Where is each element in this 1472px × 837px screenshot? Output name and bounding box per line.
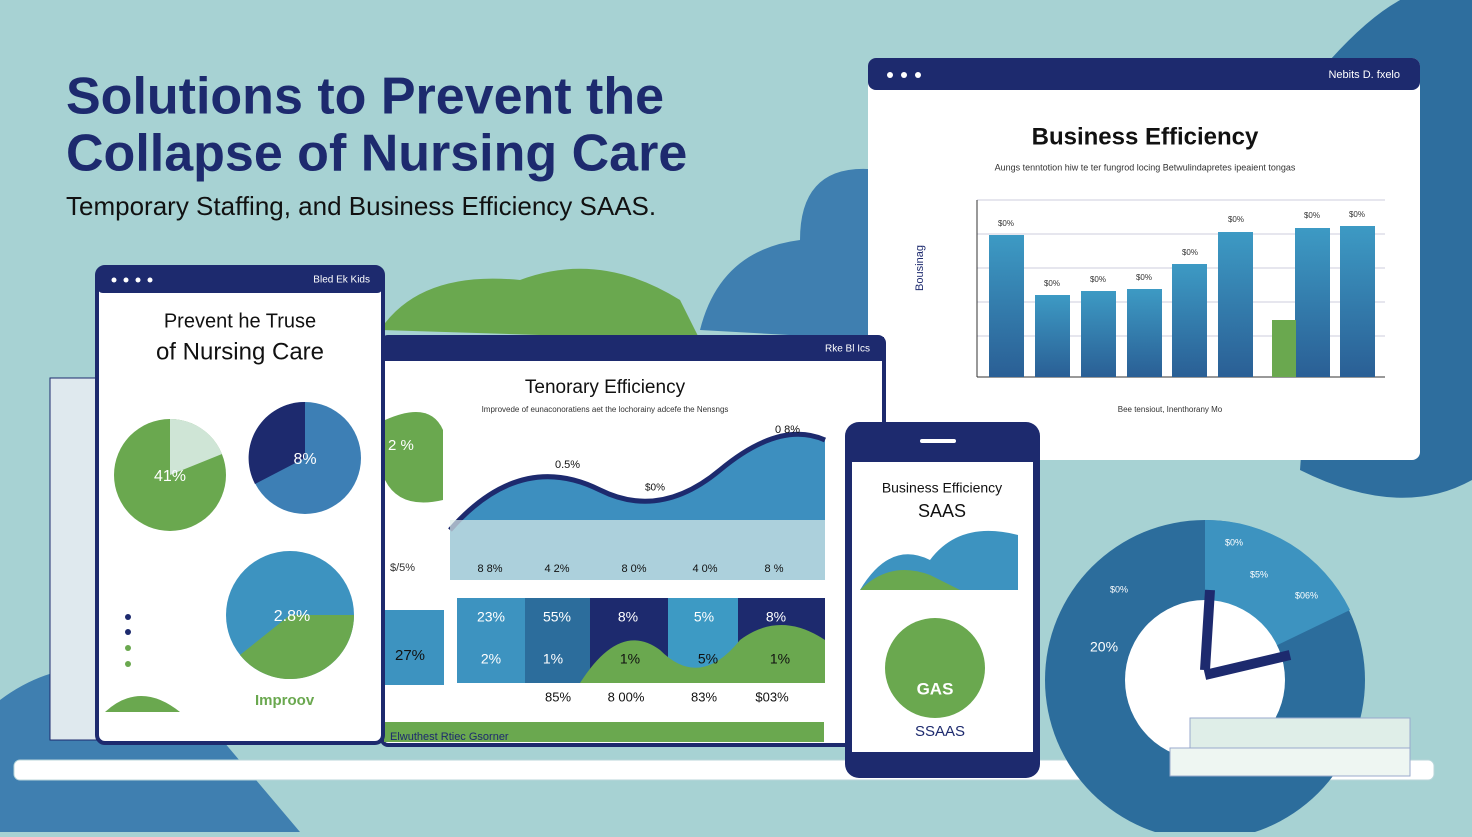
badge	[885, 618, 985, 718]
bar-label: $0%	[1090, 275, 1106, 284]
window-dot	[111, 277, 117, 283]
hill	[860, 570, 960, 590]
chart-subtitle: Aungs tenntotion hiw te ter fungrod loci…	[995, 162, 1296, 172]
footer-strip	[384, 722, 824, 742]
tile-label: 1%	[620, 651, 640, 667]
title-line: Solutions to Prevent the	[66, 68, 664, 126]
clock-label: $0%	[1110, 584, 1128, 594]
bar-label: $0%	[1044, 279, 1060, 288]
curve	[448, 431, 827, 532]
clock-label: $06%	[1295, 590, 1318, 600]
axis-label: 8 8%	[477, 563, 502, 575]
bar-label: $0%	[1228, 215, 1244, 224]
phone-footer: SSAAS	[915, 723, 965, 740]
clock-hand	[1203, 650, 1292, 680]
tile-label: 8%	[618, 609, 638, 625]
leaf	[105, 696, 180, 712]
tile-label: $03%	[755, 689, 789, 704]
books	[1189, 717, 1411, 749]
bars	[989, 226, 1375, 377]
legend	[125, 614, 131, 667]
window-bar	[97, 267, 383, 293]
tile-label: 23%	[477, 609, 505, 625]
window-bar	[382, 337, 884, 361]
axis-label: 4 2%	[544, 563, 569, 575]
side-label: 2 %	[388, 437, 414, 454]
panel-title: of Nursing Care	[156, 338, 324, 365]
subtitle: Temporary Staffing, and Business Efficie…	[66, 191, 656, 221]
axis-label: 8 %	[765, 563, 784, 575]
curve-label: $0%	[645, 483, 665, 494]
chart-title: Business Efficiency	[1032, 123, 1259, 150]
window-dot	[887, 72, 893, 78]
tiles	[457, 598, 825, 683]
side-tile	[384, 610, 444, 685]
window-dot	[123, 277, 129, 283]
pie-slice	[248, 401, 305, 484]
window-dot	[147, 277, 153, 283]
window-header: Bled Ek Kids	[313, 275, 370, 286]
bar-accent	[1272, 320, 1296, 377]
side-label: $/5%	[390, 562, 415, 574]
panel-subtitle: Improvede of eunaconoratiens aet the loc…	[482, 405, 729, 414]
y-label: Bousinag	[914, 245, 926, 291]
phone-title: Business Efficiency	[882, 480, 1002, 496]
tile-label: 5%	[694, 609, 714, 625]
pie-label: 41%	[154, 468, 186, 485]
window-header: Nebits D. fxelo	[1328, 69, 1400, 81]
tile-label: 85%	[545, 689, 571, 704]
bar-label: $0%	[1136, 273, 1152, 282]
bar-label: $0%	[1349, 210, 1365, 219]
monitor-window	[868, 58, 1420, 460]
clock-label: $5%	[1250, 569, 1268, 579]
title-line: Collapse of Nursing Care	[66, 125, 687, 183]
window-bar	[868, 58, 1420, 90]
axis-label: 8 0%	[621, 563, 646, 575]
tile-label: 2%	[481, 651, 501, 667]
pie-slice	[170, 418, 222, 475]
phone-title: SAAS	[918, 501, 966, 521]
bar-label: $0%	[1304, 211, 1320, 220]
side-shape	[385, 412, 443, 503]
window-header: Rke Bl Ics	[825, 344, 870, 355]
tile-label: 8%	[766, 609, 786, 625]
curve-label: 0 8%	[775, 424, 800, 436]
window-dot	[901, 72, 907, 78]
phone-speaker	[920, 439, 956, 443]
clock-hand	[1200, 589, 1215, 671]
tile-label: 8 00%	[608, 689, 645, 704]
tile-label: 1%	[543, 651, 563, 667]
side-label: 27%	[395, 647, 425, 664]
pie-label: 2.8%	[274, 608, 310, 625]
pie-label: 8%	[293, 451, 316, 468]
badge-label: GAS	[917, 679, 954, 698]
pie-slice	[240, 615, 355, 680]
hill	[380, 268, 700, 340]
tile-label: 1%	[770, 651, 790, 667]
bar-label: $0%	[998, 219, 1014, 228]
caption: Bee tensiout, Inenthorany Mo	[1118, 405, 1223, 414]
tile-label: 83%	[691, 689, 717, 704]
axis-label: 4 0%	[692, 563, 717, 575]
bar-label: $0%	[1182, 248, 1198, 257]
window-dot	[135, 277, 141, 283]
panel-title: Prevent he Truse	[164, 310, 316, 332]
window-dot	[915, 72, 921, 78]
clock-label: $0%	[1225, 537, 1243, 547]
tile-label: 5%	[698, 651, 718, 667]
panel-title: Tenorary Efficiency	[525, 377, 686, 398]
books	[1169, 747, 1411, 777]
panel-footer: Improov	[255, 692, 315, 709]
blob	[700, 168, 880, 340]
curve-label: 0.5%	[555, 459, 580, 471]
tile-label: 55%	[543, 609, 571, 625]
area-fade	[450, 520, 825, 580]
panel-footer: Elwuthest Rtiec Gsorner	[390, 731, 509, 743]
clock-label: 20%	[1090, 639, 1118, 655]
